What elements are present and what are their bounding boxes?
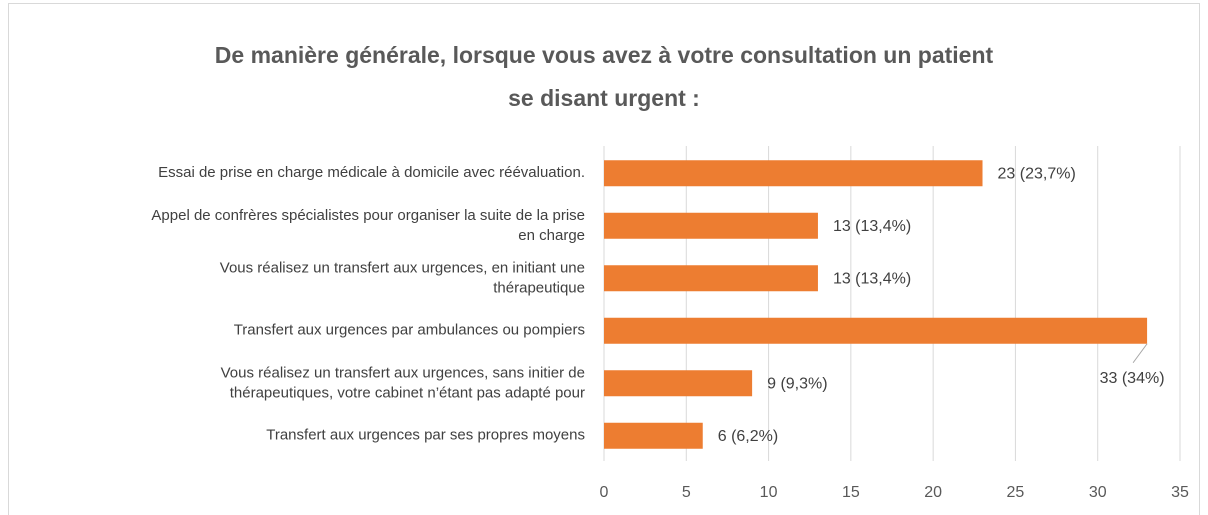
bar bbox=[604, 265, 818, 292]
x-tick-label: 10 bbox=[760, 484, 778, 501]
data-label: 33 (34%) bbox=[1100, 370, 1165, 387]
y-tick-label: Vous réalisez un transfert aux urgences,… bbox=[221, 364, 585, 401]
bar bbox=[604, 317, 1148, 344]
x-tick-label: 25 bbox=[1007, 484, 1025, 501]
chart-title: De manière générale, lorsque vous avez à… bbox=[215, 42, 994, 111]
data-label: 13 (13,4%) bbox=[833, 218, 911, 235]
y-tick-label: Essai de prise en charge médicale à domi… bbox=[158, 164, 585, 181]
x-tick-label: 5 bbox=[682, 484, 691, 501]
y-tick-label: Vous réalisez un transfert aux urgences,… bbox=[220, 259, 585, 296]
x-tick-label: 20 bbox=[924, 484, 942, 501]
data-label: 6 (6,2%) bbox=[718, 428, 778, 445]
y-tick-label: Appel de confrères spécialistes pour org… bbox=[151, 207, 585, 244]
x-tick-label: 15 bbox=[842, 484, 860, 501]
bar bbox=[604, 370, 753, 397]
data-label: 9 (9,3%) bbox=[767, 375, 827, 392]
bar bbox=[604, 422, 703, 449]
bar bbox=[604, 160, 983, 187]
x-tick-label: 0 bbox=[600, 484, 609, 501]
data-label: 23 (23,7%) bbox=[998, 165, 1076, 182]
bar bbox=[604, 212, 818, 239]
data-label: 13 (13,4%) bbox=[833, 270, 911, 287]
x-tick-label: 30 bbox=[1089, 484, 1107, 501]
x-tick-label: 35 bbox=[1171, 484, 1189, 501]
y-tick-label: Transfert aux urgences par ambulances ou… bbox=[234, 322, 585, 339]
leader-line bbox=[1132, 343, 1148, 364]
y-tick-label: Transfert aux urgences par ses propres m… bbox=[266, 427, 585, 444]
